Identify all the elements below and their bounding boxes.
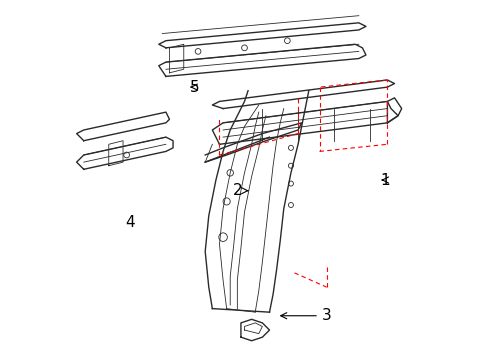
Polygon shape <box>77 137 173 169</box>
Polygon shape <box>212 102 397 144</box>
Text: 5: 5 <box>189 80 199 95</box>
Polygon shape <box>241 319 269 341</box>
Polygon shape <box>159 44 365 76</box>
Text: 3: 3 <box>280 308 331 323</box>
Text: 4: 4 <box>125 215 135 230</box>
Text: 2: 2 <box>232 183 247 198</box>
Text: 1: 1 <box>380 172 389 188</box>
